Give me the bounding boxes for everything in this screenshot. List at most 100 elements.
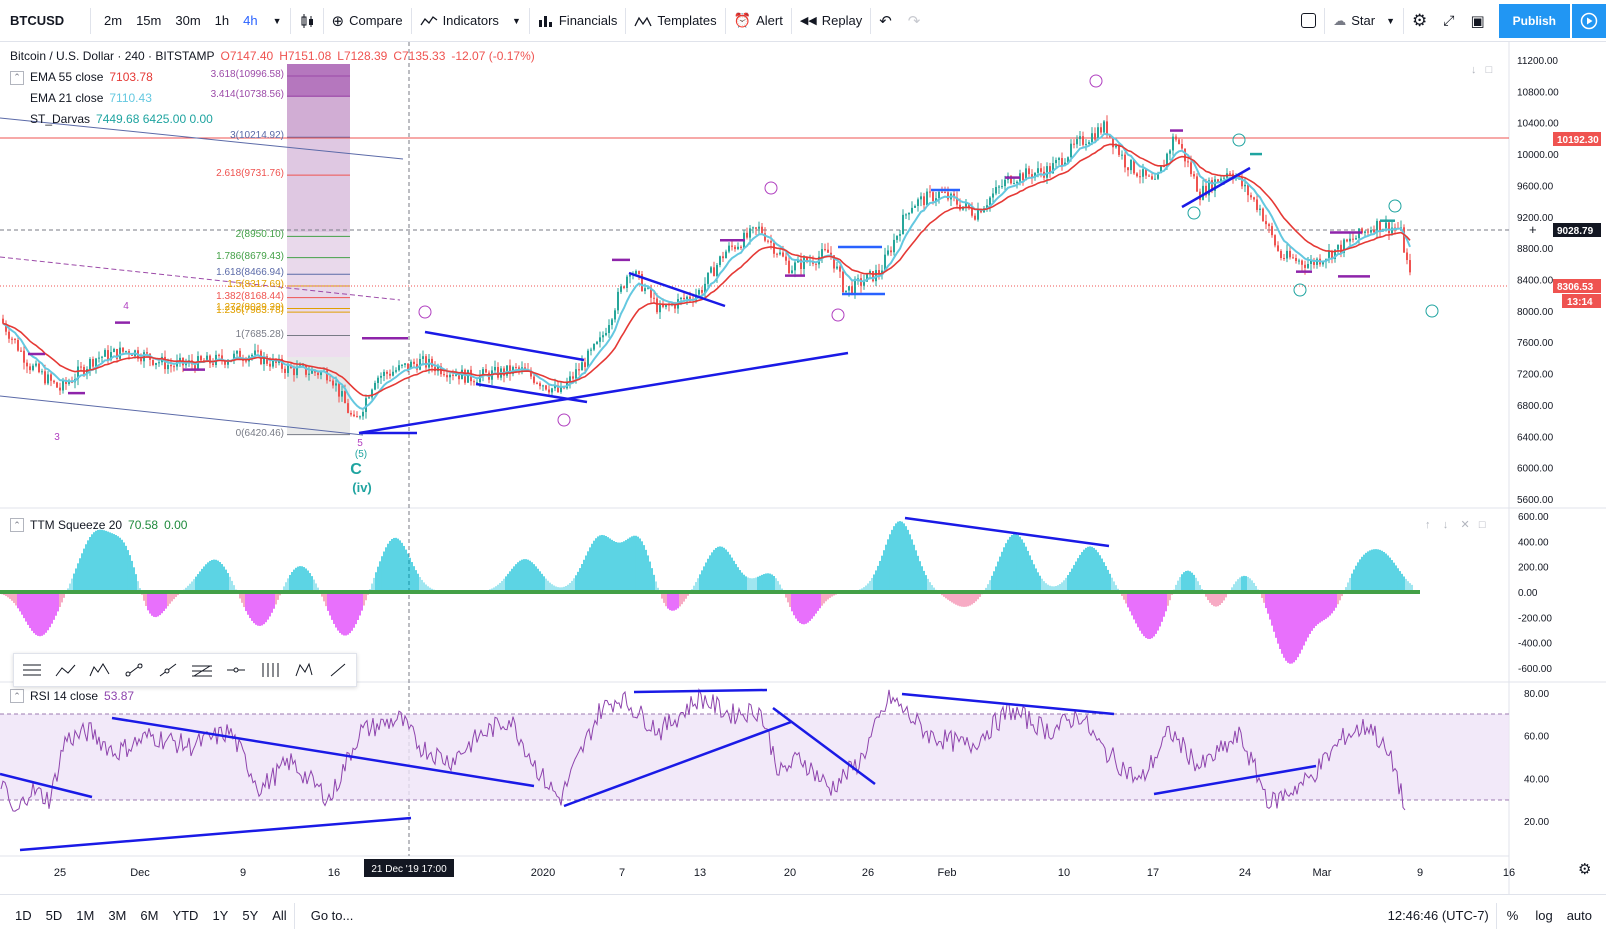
candle-body <box>776 253 778 255</box>
goto-button[interactable]: Go to... <box>310 908 354 923</box>
maximize-icon[interactable]: □ <box>1478 519 1486 531</box>
candle-body <box>887 250 889 255</box>
price-axis[interactable]: 11200.00 10800.00 10400.00 10000.00 9600.00 9… <box>1517 56 1559 506</box>
ema55-legend[interactable]: ⌃ EMA 55 close 7103.78 <box>10 67 535 88</box>
gear-icon[interactable]: ⚙ <box>1578 861 1591 878</box>
interval-15m[interactable]: 15m <box>136 13 162 28</box>
candle-body <box>788 260 790 274</box>
range-6m[interactable]: 6M <box>140 908 159 923</box>
chevron-down-icon[interactable]: ▼ <box>272 15 282 26</box>
templates-button[interactable]: Templates <box>626 0 724 42</box>
bottom-toolbar: 1D 5D 1M 3M 6M YTD 1Y 5Y All Go to... 12… <box>0 894 1606 936</box>
compare-button[interactable]: ⊕ Compare <box>324 0 411 42</box>
arrow-down-icon[interactable]: ↓ <box>1471 64 1477 76</box>
interval-4h[interactable]: 4h <box>243 13 258 28</box>
ema21-legend[interactable]: EMA 21 close 7110.43 <box>10 88 535 109</box>
percent-toggle[interactable]: % <box>1506 908 1519 923</box>
settings-button[interactable]: ⚙ <box>1404 0 1435 42</box>
resistance-price-tag <box>1553 132 1601 146</box>
rsi-line[interactable] <box>0 687 1406 812</box>
chart-style-button[interactable] <box>291 0 323 42</box>
arrow-down-icon[interactable]: ↓ <box>1442 519 1449 531</box>
clock[interactable]: 12:46:46 (UTC-7) <box>1387 908 1489 923</box>
channel-line[interactable] <box>0 395 364 436</box>
ema55-line[interactable] <box>2 143 1411 397</box>
ttm-histogram[interactable] <box>1 521 1413 664</box>
auto-toggle[interactable]: auto <box>1566 908 1592 923</box>
ttm-trendlines[interactable] <box>904 516 1110 548</box>
log-toggle[interactable]: log <box>1535 908 1553 923</box>
elliott-icon <box>89 663 110 677</box>
maximize-icon[interactable]: □ <box>1485 64 1493 76</box>
redo-button[interactable]: ↷ <box>900 0 929 42</box>
pattern-tool-button[interactable] <box>290 657 318 683</box>
trendline[interactable] <box>628 271 726 308</box>
undo-button[interactable]: ↶ <box>871 0 900 42</box>
trendline[interactable] <box>358 351 849 435</box>
alert-button[interactable]: ⏰ Alert <box>726 0 791 42</box>
arrow-up-icon[interactable]: ↑ <box>1425 519 1431 531</box>
chart-canvas[interactable]: C (iv) 5 (5) 3 4 11200.0010800.0010400.0… <box>0 42 1606 894</box>
fib-tool-button[interactable] <box>188 657 216 683</box>
candle-body <box>1094 133 1096 140</box>
collapse-icon[interactable]: ⌃ <box>10 689 24 703</box>
candle-body <box>1265 221 1267 225</box>
range-all[interactable]: All <box>272 908 287 923</box>
horizontal-line-button[interactable] <box>222 657 250 683</box>
candle-body <box>503 368 505 376</box>
candle-body <box>923 196 925 206</box>
trend-line-button[interactable] <box>120 657 148 683</box>
range-ytd[interactable]: YTD <box>172 908 199 923</box>
line-tool-button[interactable] <box>324 657 352 683</box>
replay-button[interactable]: ◀◀ Replay <box>792 0 870 42</box>
select-layout-button[interactable] <box>1293 0 1324 42</box>
interval-30m[interactable]: 30m <box>175 13 201 28</box>
abcd-pattern-button[interactable] <box>52 657 80 683</box>
ttm-legend[interactable]: ⌃ TTM Squeeze 20 70.58 0.00 <box>10 518 187 532</box>
play-button[interactable] <box>1572 3 1606 38</box>
elliott-wave-button[interactable] <box>86 657 114 683</box>
drawn-trendlines[interactable] <box>358 166 1251 435</box>
candle-body <box>1406 252 1408 261</box>
vertical-lines-button[interactable] <box>256 657 284 683</box>
range-5d[interactable]: 5D <box>45 908 63 923</box>
trendline[interactable] <box>1181 166 1251 209</box>
range-1y[interactable]: 1Y <box>212 908 229 923</box>
indicators-button[interactable]: Indicators ▼ <box>412 0 529 42</box>
price-axis-label: 9200.00 <box>1517 213 1554 224</box>
range-3m[interactable]: 3M <box>108 908 127 923</box>
rsi-axis[interactable]: 80.00 60.00 40.00 20.00 <box>1524 689 1549 828</box>
collapse-icon[interactable]: ⌃ <box>10 70 24 85</box>
trendline[interactable] <box>424 330 585 362</box>
time-axis[interactable]: 25 Dec 9 16 2020 7 13 20 26 Feb 10 17 24 Mar 9 16 <box>54 867 1515 879</box>
channel-line[interactable] <box>0 117 404 160</box>
symbol-search[interactable]: BTCUSD <box>10 13 65 28</box>
interval-1h[interactable]: 1h <box>214 13 230 28</box>
dashed-trendline[interactable] <box>0 256 401 301</box>
candle-body <box>782 252 784 257</box>
close-icon[interactable]: ✕ <box>1460 519 1470 531</box>
ttm-axis[interactable]: 600.00 400.00 200.00 0.00 -200.00 -400.00 -600… <box>1518 512 1552 675</box>
candle-body <box>602 335 604 338</box>
snapshot-button[interactable]: ▣ <box>1462 0 1492 42</box>
candle-body <box>710 267 712 273</box>
publish-button[interactable]: Publish <box>1498 3 1570 38</box>
ray-tool-button[interactable] <box>154 657 182 683</box>
fullscreen-button[interactable]: ⤢ <box>1435 0 1462 42</box>
resistance-price-text: 10192.30 <box>1557 135 1599 146</box>
range-5y[interactable]: 5Y <box>242 908 259 923</box>
templates-icon <box>634 16 652 26</box>
interval-2m[interactable]: 2m <box>104 13 123 28</box>
lines-tool-button[interactable] <box>18 657 46 683</box>
layout-menu[interactable]: ☁ Star ▼ <box>1325 0 1403 42</box>
darvas-legend[interactable]: ST_Darvas 7449.68 6425.00 0.00 <box>10 109 535 130</box>
range-1d[interactable]: 1D <box>15 908 32 923</box>
rsi-legend[interactable]: ⌃ RSI 14 close 53.87 <box>10 689 134 703</box>
add-alert-icon[interactable]: + <box>1529 222 1537 237</box>
rsi-trendlines[interactable] <box>0 688 1317 852</box>
range-1m[interactable]: 1M <box>76 908 95 923</box>
collapse-icon[interactable]: ⌃ <box>10 518 24 532</box>
ema21-line[interactable] <box>2 132 1411 411</box>
candle-body <box>1352 238 1354 240</box>
financials-button[interactable]: Financials <box>530 0 626 42</box>
